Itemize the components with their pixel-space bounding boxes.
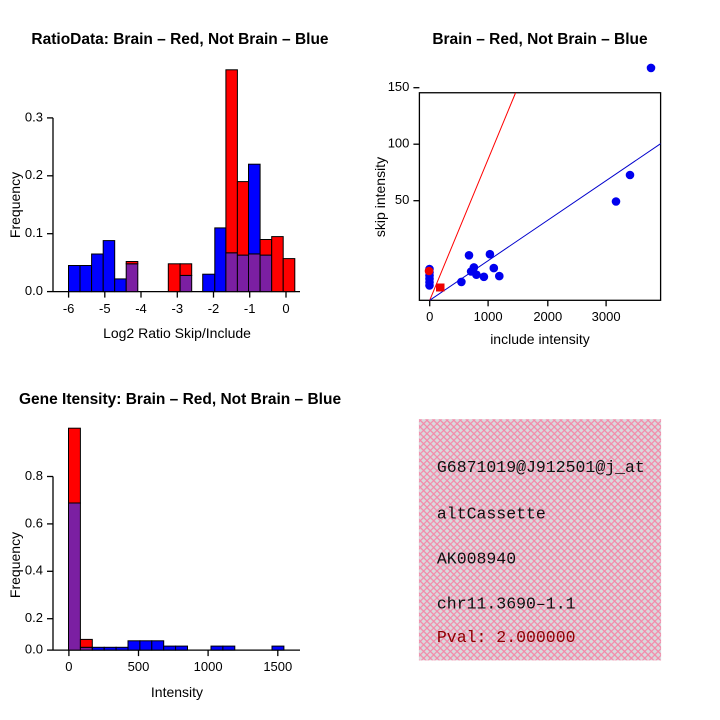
svg-text:500: 500 — [128, 659, 150, 674]
svg-text:0.8: 0.8 — [25, 468, 43, 483]
svg-text:0.2: 0.2 — [25, 167, 43, 182]
svg-text:150: 150 — [388, 79, 410, 94]
svg-text:0.0: 0.0 — [25, 642, 43, 657]
svg-text:0: 0 — [282, 301, 289, 316]
svg-text:AK008940: AK008940 — [437, 550, 516, 569]
svg-text:1500: 1500 — [263, 659, 292, 674]
svg-text:Brain – Red, Not Brain – Blue: Brain – Red, Not Brain – Blue — [432, 31, 648, 48]
svg-text:Frequency: Frequency — [7, 532, 23, 598]
svg-text:0.4: 0.4 — [25, 563, 43, 578]
svg-text:0.2: 0.2 — [25, 610, 43, 625]
svg-text:Pval: 2.000000: Pval: 2.000000 — [437, 628, 576, 647]
svg-text:Frequency: Frequency — [7, 172, 23, 238]
svg-text:skip intensity: skip intensity — [372, 157, 388, 237]
svg-text:-1: -1 — [244, 301, 256, 316]
svg-text:50: 50 — [395, 192, 409, 207]
svg-text:0: 0 — [426, 309, 433, 324]
svg-text:0.0: 0.0 — [25, 283, 43, 298]
svg-text:2000: 2000 — [533, 309, 562, 324]
svg-text:0.1: 0.1 — [25, 225, 43, 240]
svg-text:-6: -6 — [63, 301, 75, 316]
svg-text:Gene Itensity: Brain – Red, No: Gene Itensity: Brain – Red, Not Brain – … — [19, 391, 342, 408]
svg-text:altCassette: altCassette — [437, 505, 546, 524]
svg-text:-2: -2 — [208, 301, 220, 316]
svg-text:-4: -4 — [135, 301, 147, 316]
svg-text:Intensity: Intensity — [151, 684, 203, 700]
svg-text:include intensity: include intensity — [490, 331, 590, 347]
svg-text:0: 0 — [65, 659, 72, 674]
svg-text:1000: 1000 — [194, 659, 223, 674]
svg-text:100: 100 — [388, 136, 410, 151]
svg-text:-5: -5 — [99, 301, 111, 316]
svg-text:Log2 Ratio Skip/Include: Log2 Ratio Skip/Include — [103, 325, 251, 341]
svg-text:-3: -3 — [172, 301, 184, 316]
svg-text:RatioData: Brain – Red, Not Br: RatioData: Brain – Red, Not Brain – Blue — [31, 31, 329, 48]
svg-text:chr11.3690–1.1: chr11.3690–1.1 — [437, 595, 576, 614]
svg-text:0.6: 0.6 — [25, 515, 43, 530]
svg-text:0.3: 0.3 — [25, 109, 43, 124]
svg-text:1000: 1000 — [474, 309, 503, 324]
svg-text:3000: 3000 — [592, 309, 621, 324]
svg-text:G6871019@J912501@j_at: G6871019@J912501@j_at — [437, 458, 645, 477]
